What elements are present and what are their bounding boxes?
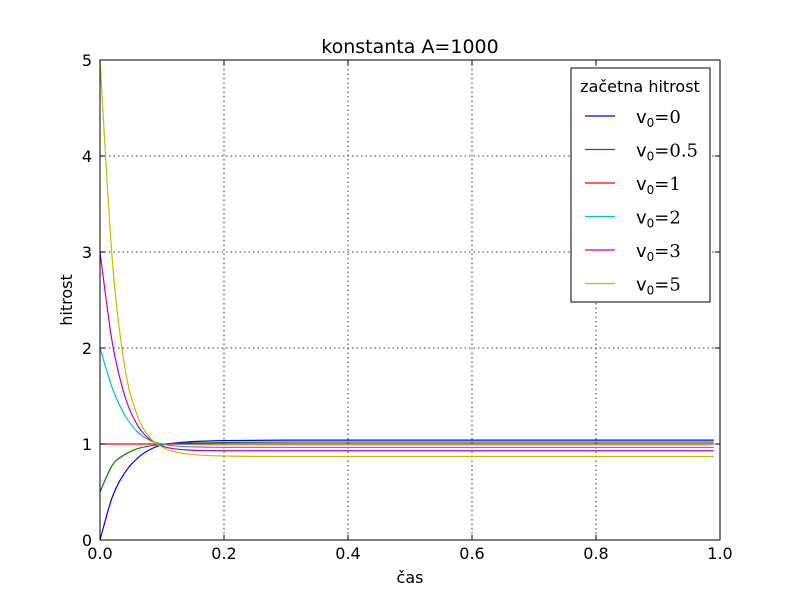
legend-label: v0=0.5 — [636, 141, 698, 164]
series-line-3 — [99, 347, 714, 448]
series-line-0 — [99, 439, 714, 541]
legend-label: v0=1 — [636, 174, 681, 197]
legend-label: v0=0 — [636, 107, 681, 130]
x-tick-label: 0.2 — [211, 544, 236, 563]
x-tick-label: 0.6 — [459, 544, 484, 563]
x-tick-label: 1.0 — [707, 544, 732, 563]
y-tick-label: 5 — [82, 51, 92, 70]
legend-box — [570, 67, 711, 303]
legend-items: v0=0 v0=0.5 v0=1 v0=2 v0=3 v0=5 — [585, 107, 698, 298]
series-layer — [99, 59, 714, 541]
legend-label: v0=5 — [636, 275, 681, 298]
x-tick-label: 0.8 — [583, 544, 608, 563]
y-axis-label: hitrost — [57, 274, 76, 325]
legend-label: v0=2 — [636, 208, 681, 231]
legend: začetna hitrost v0=0v0=0.5v0=1v0=2v0=3v0… — [570, 67, 711, 303]
y-tick-label: 1 — [82, 435, 92, 454]
y-tick-label: 2 — [82, 339, 92, 358]
x-tick-label: 0.4 — [335, 544, 360, 563]
y-tick-label: 3 — [82, 243, 92, 262]
ticks: 0.0 0.2 0.4 0.6 0.8 1.0 0 1 2 3 4 5 — [82, 51, 733, 563]
y-tick-label: 4 — [82, 147, 92, 166]
legend-title: začetna hitrost — [580, 77, 700, 96]
chart-title: konstanta A=1000 — [321, 36, 498, 58]
series-line-5 — [99, 59, 714, 458]
series-line-4 — [99, 251, 714, 452]
x-tick-label: 0.0 — [87, 544, 112, 563]
legend-label: v0=3 — [636, 241, 681, 264]
x-axis-label: čas — [397, 568, 424, 587]
plot-frame — [99, 59, 721, 541]
y-tick-label: 0 — [82, 531, 92, 550]
series-line-1 — [99, 441, 714, 493]
